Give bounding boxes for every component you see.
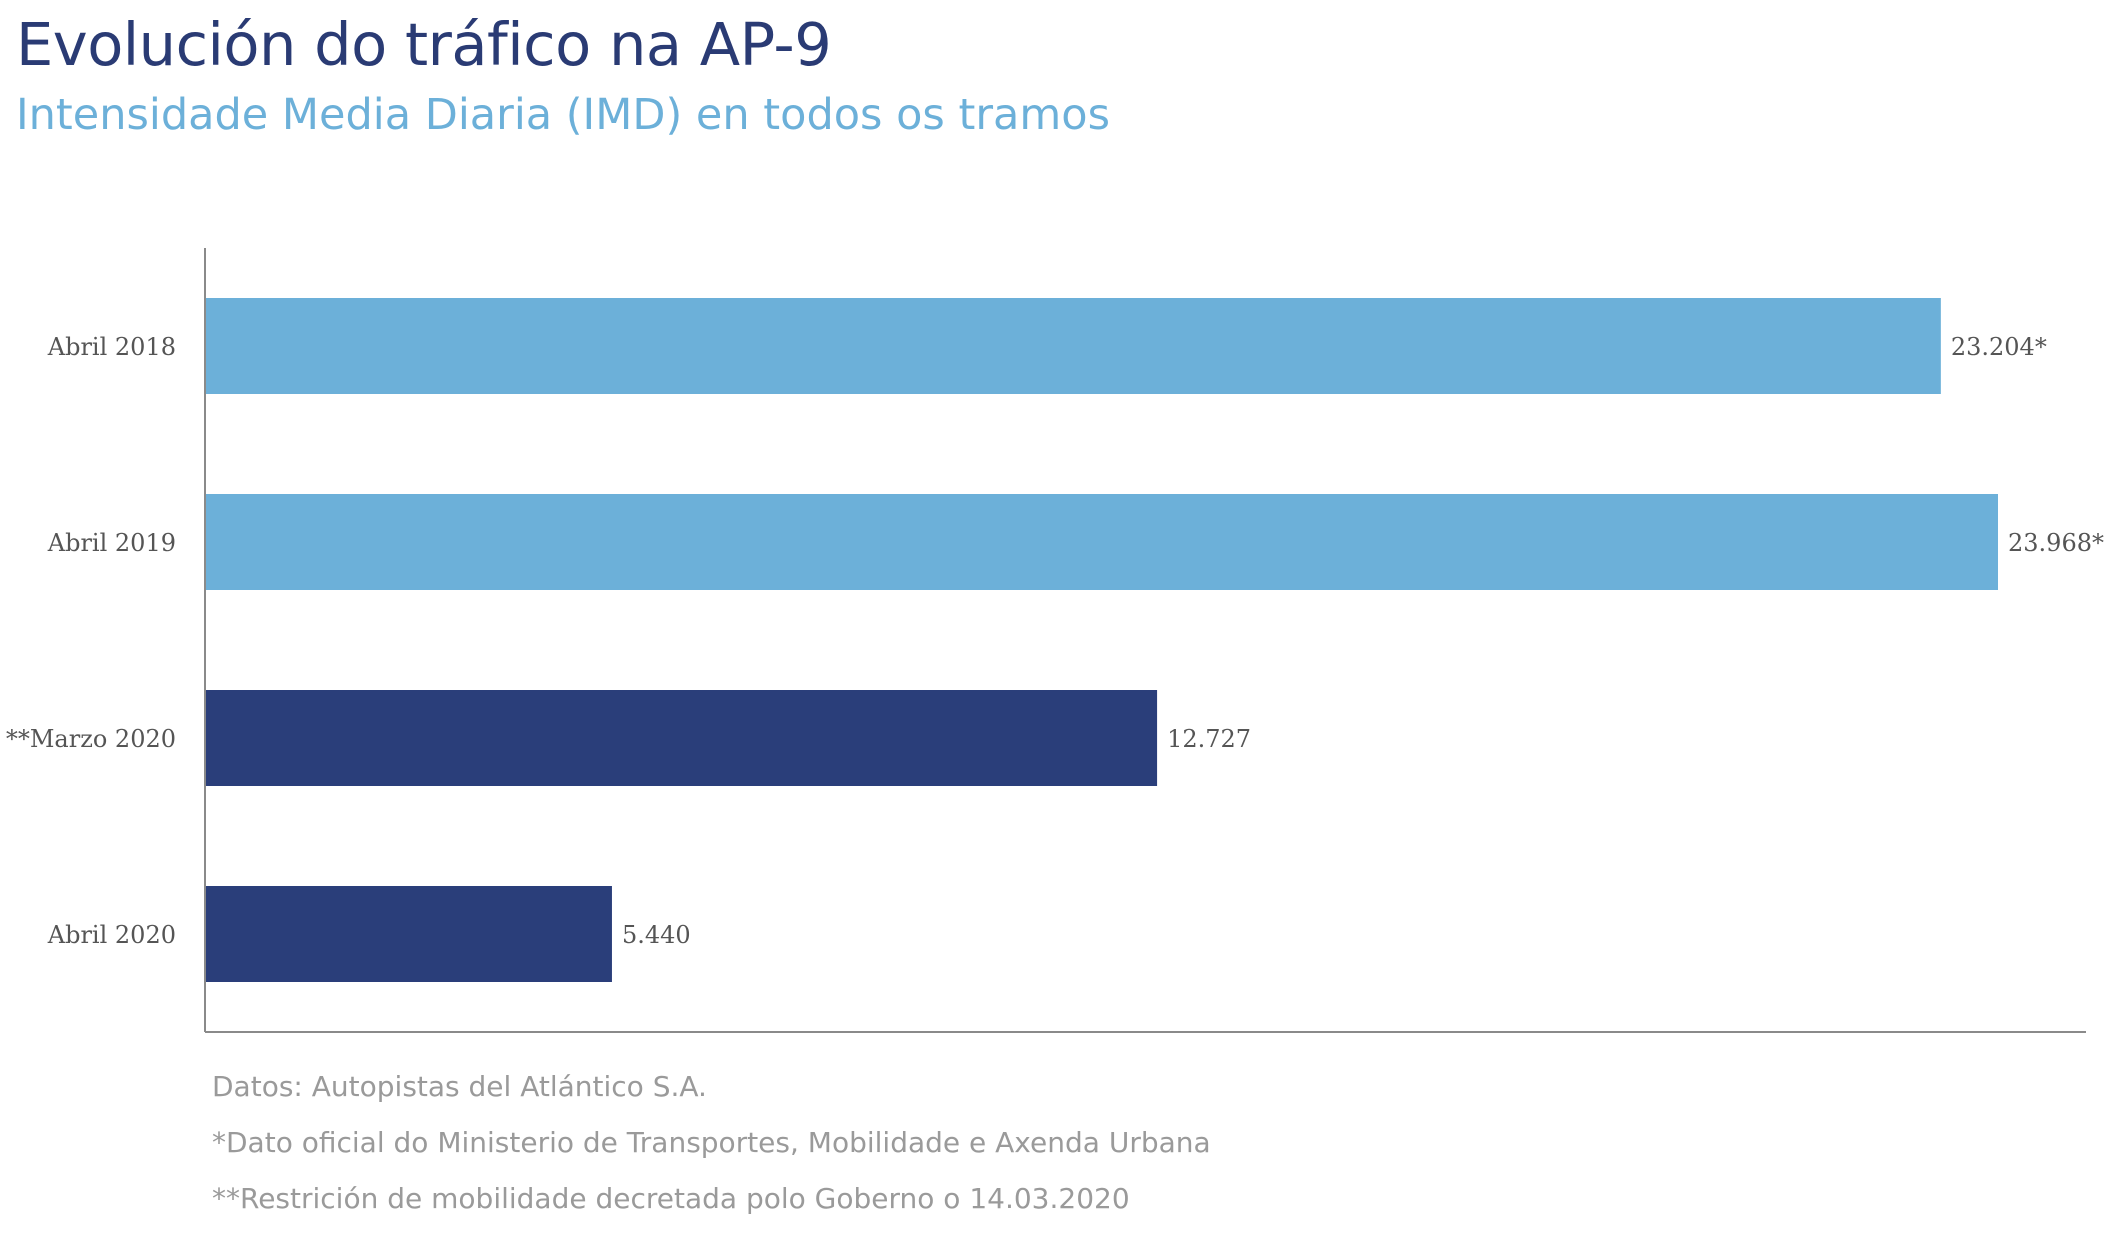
- official-data-note: *Dato oficial do Ministerio de Transport…: [212, 1126, 1211, 1159]
- bar-1: [205, 494, 1998, 590]
- category-label-1: Abril 2019: [47, 529, 176, 557]
- bar-2: [205, 690, 1158, 786]
- chart-subtitle: Intensidade Media Diaria (IMD) en todos …: [16, 90, 1110, 140]
- bar-chart: Abril 2018 Abril 2019 **Marzo 2020 Abril 20…: [6, 248, 2104, 1033]
- value-labels-group: 23.204* 23.968* 12.727 5.440: [622, 333, 2104, 949]
- chart-title: Evolución do tráfico na AP-9: [16, 10, 832, 79]
- bars-group: [205, 298, 1998, 982]
- footnotes: Datos: Autopistas del Atlántico S.A. *Da…: [212, 1070, 1211, 1238]
- value-label-0: 23.204*: [1951, 333, 2047, 361]
- category-labels-group: Abril 2018 Abril 2019 **Marzo 2020 Abril 20…: [6, 333, 176, 949]
- source-note: Datos: Autopistas del Atlántico S.A.: [212, 1070, 707, 1103]
- category-label-3: Abril 2020: [47, 921, 176, 949]
- value-label-2: 12.727: [1167, 725, 1251, 753]
- category-label-2: **Marzo 2020: [6, 725, 176, 753]
- value-label-1: 23.968*: [2008, 529, 2104, 557]
- category-label-0: Abril 2018: [47, 333, 176, 361]
- value-label-3: 5.440: [622, 921, 691, 949]
- bar-3: [205, 886, 612, 982]
- bar-0: [205, 298, 1941, 394]
- restriction-note: **Restrición de mobilidade decretada pol…: [212, 1182, 1130, 1215]
